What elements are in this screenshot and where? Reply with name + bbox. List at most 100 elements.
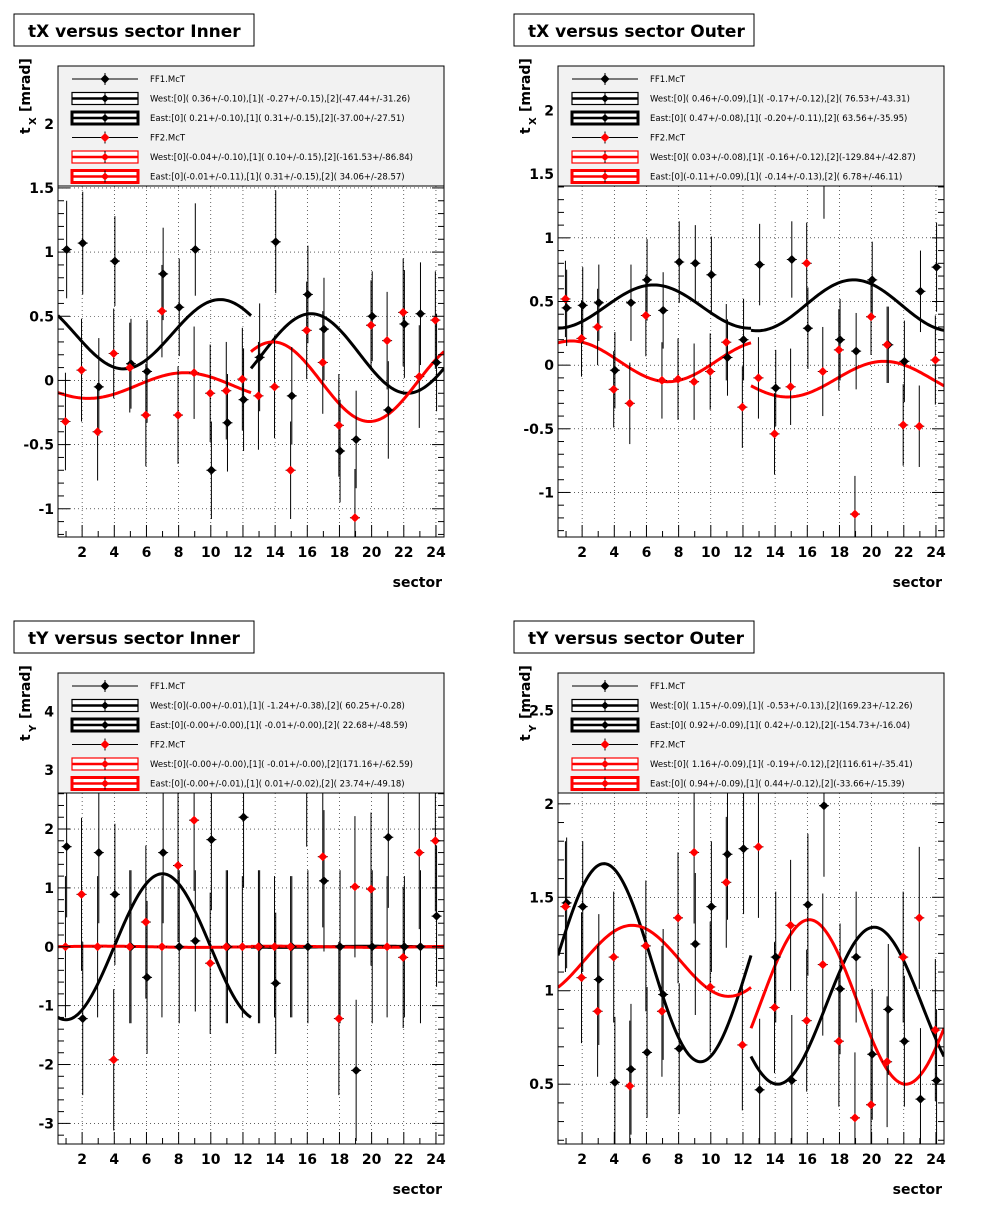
legend-marker [101,172,109,181]
data-point [610,1077,620,1087]
fit-curve-1 [58,298,253,371]
data-point [593,322,603,332]
x-tick-label: 18 [830,545,849,561]
x-tick-label: 14 [765,1152,785,1168]
data-point [834,345,844,355]
x-tick-label: 22 [894,545,913,561]
data-point [319,876,329,886]
data-point [866,312,876,322]
x-axis: 2 4 6 8 10 12 14 16 18 20 22 24 [65,673,446,1168]
x-tick-label: 24 [926,1152,946,1168]
legend-marker [601,760,609,768]
data-point [737,402,747,412]
chart-title: tX versus sector Outer [528,22,745,42]
y-tick-label: -1 [38,999,54,1015]
x-tick-label: 10 [201,1152,221,1168]
legend-label: FF2.McT [150,741,186,751]
legend-box [57,65,445,187]
data-point [206,835,216,845]
chart-title: tY versus sector Inner [28,629,241,649]
data-point [834,1036,844,1046]
legend-label: East:[0]( 0.94+/-0.09),[1]( 0.44+/-0.12)… [650,780,905,790]
data-point [818,367,828,377]
chart-panel-3: tY versus sector Inner 2 4 6 8 10 12 14 16 18 20 22… [13,620,446,1198]
data-point [674,1044,684,1054]
data-point [578,902,588,912]
data-point [237,942,247,952]
legend-marker [101,721,109,729]
legend-label: East:[0]( 0.47+/-0.08),[1]( -0.20+/-0.11… [650,114,907,124]
data-point [867,1049,877,1059]
data-point [398,307,408,317]
legend-label: FF1.McT [650,75,686,85]
data-point [399,942,409,952]
x-axis-label: sector [393,1182,442,1198]
x-tick-label: 24 [426,545,446,561]
data-point [851,346,861,356]
y-axis-label-symbol: t [18,127,34,134]
x-tick-label: 20 [862,1152,882,1168]
legend-entry: FF1.McT [572,73,686,85]
data-point [867,275,877,285]
data-point [770,1003,780,1013]
data-point [174,942,184,952]
legend-marker [600,681,610,691]
fit-curve-4 [750,359,944,399]
data-point [898,952,908,962]
data-point [819,801,829,811]
fit-curve-3 [58,944,252,949]
fit-curve-4 [749,918,944,1086]
data-layer [558,734,944,1144]
fit-curve-3 [58,371,252,400]
y-tick-label: 0.5 [529,1077,554,1093]
data-point [142,366,152,376]
x-tick-label: 8 [174,545,184,561]
data-point [174,302,184,312]
data-layer [58,190,444,537]
legend-label: FF2.McT [650,134,686,144]
data-point [835,335,845,345]
data-point [142,972,152,982]
data-point [77,889,87,899]
series-ff1 [561,734,942,1144]
data-point [351,1065,361,1075]
x-tick-label: 10 [201,545,221,561]
data-point [173,861,183,871]
legend-label: West:[0](-0.00+/-0.00),[1]( -0.01+/-0.00… [150,760,413,770]
data-point [398,952,408,962]
x-tick-label: 16 [298,545,317,561]
data-point [62,842,72,852]
data-point [850,1113,860,1123]
legend-entry: East:[0](-0.01+/-0.11),[1]( 0.31+/-0.15)… [70,169,405,184]
legend: FF1.McT West:[0]( 1.15+/-0.09),[1]( -0.53… [557,672,945,794]
y-axis-label-unit: [mrad] [518,665,534,719]
y-axis-label-symbol: t [518,127,534,134]
legend-label: East:[0]( 0.21+/-0.10),[1]( 0.31+/-0.15)… [150,114,405,124]
data-point [706,902,716,912]
data-point [350,513,360,523]
data-point [577,973,587,983]
legend-label: FF1.McT [150,682,186,692]
x-tick-label: 24 [926,545,946,561]
data-point [109,348,119,358]
data-point [930,355,940,365]
fit-curve-4 [250,340,444,423]
legend-label: East:[0](-0.00+/-0.01),[1]( 0.01+/-0.02)… [150,780,405,790]
data-point [239,395,249,405]
data-point [253,942,263,952]
x-tick-label: 10 [701,1152,721,1168]
y-axis-label-unit: [mrad] [18,665,34,719]
x-tick-label: 4 [109,1152,119,1168]
data-point [302,325,312,335]
data-point [222,418,232,428]
data-point [141,917,151,927]
y-tick-label: 0.5 [29,309,54,325]
data-point [721,337,731,347]
data-point [882,340,892,350]
data-point [739,335,749,345]
data-point [802,258,812,268]
series-ff2 [60,258,441,537]
series-ff2 [560,775,941,1144]
